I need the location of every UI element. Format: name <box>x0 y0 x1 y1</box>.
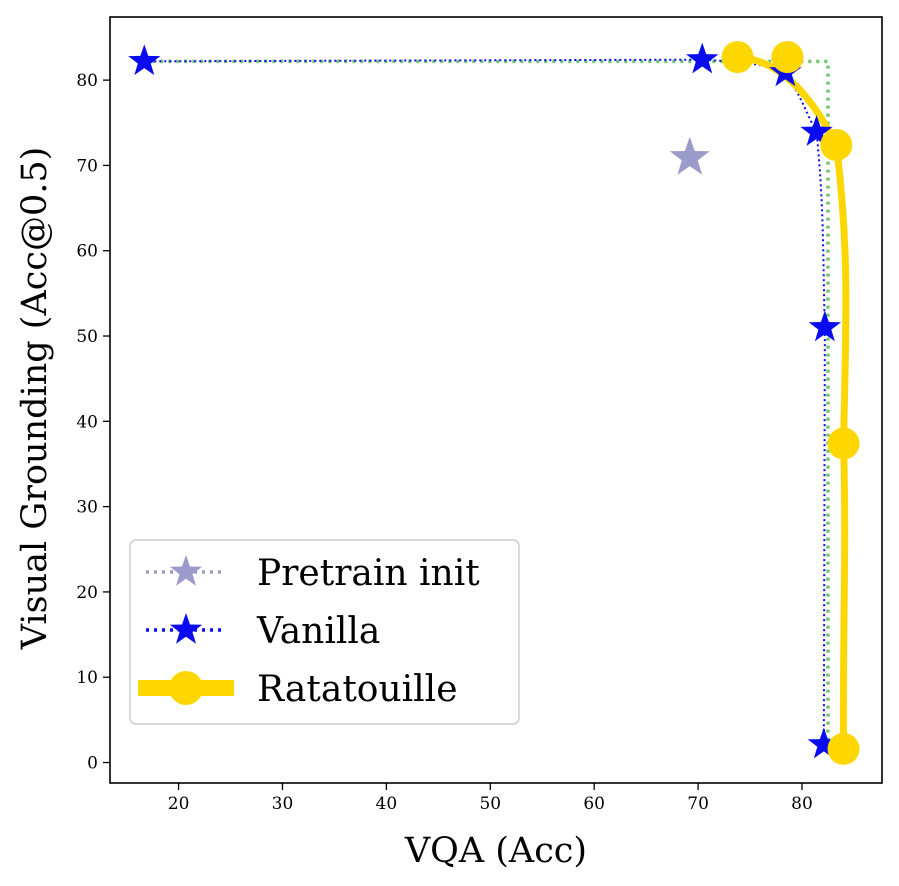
vanilla-point <box>128 44 161 76</box>
legend-marker-pretrain <box>169 555 203 586</box>
x-tick-label: 80 <box>791 794 813 814</box>
pretrain-init-point <box>669 136 710 175</box>
x-axis-ticks: 20 30 40 50 60 70 80 <box>168 783 813 814</box>
vanilla-line <box>144 58 826 745</box>
legend: Pretrain init Vanilla Ratatouille <box>129 539 520 725</box>
vanilla-point <box>800 115 833 146</box>
y-axis-ticks: 0 10 20 30 40 50 60 70 80 <box>76 71 110 774</box>
legend-entry-pretrain: Pretrain init <box>146 553 480 594</box>
legend-marker-vanilla <box>169 613 203 644</box>
y-tick-label: 0 <box>87 754 98 774</box>
y-tick-label: 30 <box>76 498 98 518</box>
legend-label-vanilla: Vanilla <box>256 611 380 652</box>
legend-entry-ratatouille: Ratatouille <box>138 669 458 710</box>
y-tick-label: 50 <box>76 327 98 347</box>
x-tick-label: 70 <box>687 794 709 814</box>
legend-entry-vanilla: Vanilla <box>146 611 380 652</box>
x-axis-title: VQA (Acc) <box>404 831 587 871</box>
series-curves <box>144 53 850 753</box>
ratatouille-point <box>721 41 754 74</box>
vanilla-point <box>808 310 842 342</box>
legend-box <box>129 539 520 725</box>
legend-marker-ratatouille <box>169 671 203 705</box>
x-tick-label: 60 <box>583 794 605 814</box>
plot-frame <box>109 16 883 784</box>
y-tick-label: 20 <box>76 583 98 603</box>
legend-label-ratatouille: Ratatouille <box>257 669 458 710</box>
series-markers <box>128 41 860 765</box>
ratatouille-point <box>827 732 860 765</box>
ratatouille-point <box>827 427 860 460</box>
y-axis-title: Visual Grounding (Acc@0.5) <box>15 147 55 651</box>
vanilla-point <box>807 727 840 759</box>
x-tick-label: 30 <box>272 794 294 814</box>
ratatouille-point <box>820 128 853 161</box>
vanilla-point <box>686 42 719 74</box>
ratatouille-line <box>734 53 850 753</box>
y-tick-label: 80 <box>76 71 98 91</box>
ratatouille-point <box>771 41 804 74</box>
y-tick-label: 60 <box>76 242 98 262</box>
y-tick-label: 70 <box>76 156 98 176</box>
x-tick-label: 20 <box>168 794 190 814</box>
y-tick-label: 10 <box>76 668 98 688</box>
legend-label-pretrain: Pretrain init <box>257 553 480 594</box>
x-tick-label: 40 <box>376 794 398 814</box>
x-tick-label: 50 <box>479 794 501 814</box>
y-tick-label: 40 <box>76 412 98 432</box>
